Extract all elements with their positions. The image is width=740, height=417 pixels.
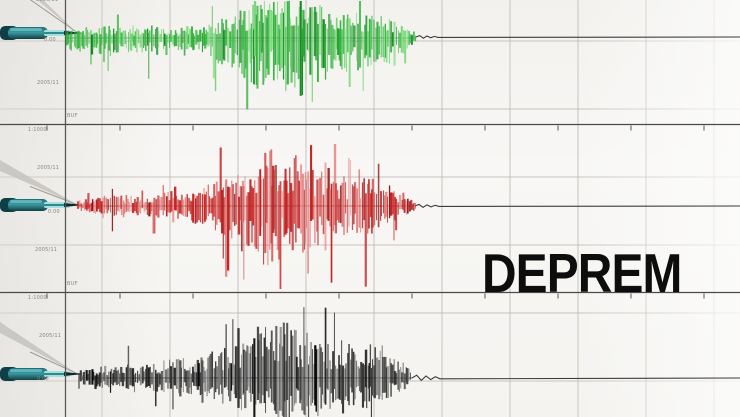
scale-label: 2005/11 bbox=[39, 333, 62, 339]
scale-label: 1:1000 bbox=[28, 295, 47, 301]
deprem-headline: DEPREM bbox=[482, 242, 682, 304]
scale-label: 2005/11 bbox=[37, 80, 60, 86]
scale-label: 2005/11 bbox=[35, 247, 58, 253]
scale-label: 2005/11 bbox=[37, 165, 60, 171]
scale-label: 1:1000 bbox=[28, 127, 47, 133]
scale-label: BUF bbox=[67, 113, 78, 119]
scale-label: 0.00 bbox=[48, 209, 60, 215]
scale-label: BUF bbox=[67, 281, 78, 287]
scale-label: 0.00 bbox=[44, 37, 56, 43]
scale-label: 0.00 bbox=[37, 376, 49, 382]
trace-black bbox=[78, 307, 740, 417]
seismograph-pen bbox=[0, 322, 84, 381]
seismograph-pen bbox=[0, 160, 84, 212]
trace-red bbox=[76, 144, 740, 289]
trace-green bbox=[65, 1, 740, 110]
scale-label: 2005/11 bbox=[36, 0, 59, 3]
